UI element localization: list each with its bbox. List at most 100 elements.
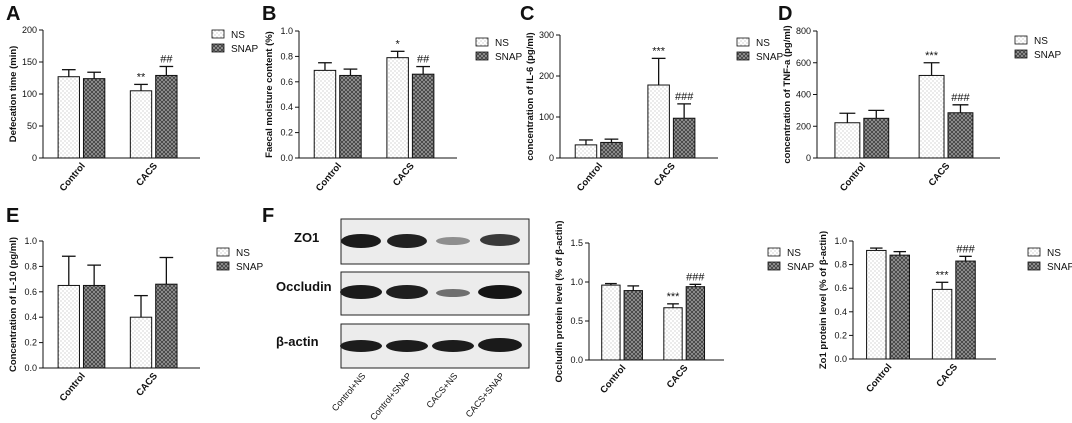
significance-mark: ** xyxy=(137,71,146,83)
legend-swatch-ns xyxy=(1027,247,1041,257)
y-axis-label: concentration of TNF-a (pg/ml) xyxy=(782,25,793,163)
significance-mark: * xyxy=(396,38,401,50)
legend-swatch-snap xyxy=(1027,261,1041,271)
y-axis-label: Concentration of IL-10 (pg/ml) xyxy=(8,237,19,372)
y-tick-label: 0.2 xyxy=(834,330,847,340)
y-tick-label: 200 xyxy=(796,121,811,131)
legend-swatch-ns xyxy=(1014,35,1028,45)
legend-swatch-snap xyxy=(216,261,230,271)
legend-swatch-ns xyxy=(736,37,750,47)
y-tick-label: 1.0 xyxy=(280,26,293,36)
panel-label-e: E xyxy=(6,205,19,227)
legend-swatch-ns xyxy=(211,29,225,39)
legend-label-snap: SNAP xyxy=(1047,262,1072,273)
bar-snap-cacs xyxy=(685,286,706,361)
y-axis-label: Defecation time (min) xyxy=(8,46,19,143)
bar-ns-control xyxy=(57,76,80,159)
panel-label-d: D xyxy=(778,3,792,25)
y-tick-label: 0 xyxy=(549,153,554,163)
panel-label-a: A xyxy=(6,3,20,25)
bar-ns-cacs xyxy=(918,74,945,159)
significance-mark: ### xyxy=(675,91,694,103)
bar-charts: 0 50 100 150 200 Defecation time (min) Control… xyxy=(8,25,1072,404)
western-blot: ZO1 Occludin β-actin Control+NS Control+… xyxy=(276,218,530,422)
chart-f-zo1: 0.0 0.2 0.4 0.6 0.8 1.0 Zo1 protein level (% o… xyxy=(818,231,1072,395)
y-tick-label: 50 xyxy=(27,121,37,131)
blot-strip-occludin xyxy=(340,271,530,316)
bar-snap-cacs xyxy=(947,112,974,159)
y-tick-label: 0 xyxy=(32,153,37,163)
y-axis-label: concentration of IL-6 (pg/ml) xyxy=(525,32,536,160)
legend-label-snap: SNAP xyxy=(231,44,259,55)
bar-snap-control xyxy=(82,284,106,369)
panel-label-c: C xyxy=(520,3,534,25)
y-tick-label: 0.6 xyxy=(24,287,37,297)
y-tick-label: 1.5 xyxy=(570,238,583,248)
legend-label-ns: NS xyxy=(495,38,509,49)
x-category-label: CACS xyxy=(652,161,678,189)
x-category-label: Control xyxy=(864,362,894,395)
legend-label-ns: NS xyxy=(787,248,801,259)
legend-label-ns: NS xyxy=(1047,248,1061,259)
bar-snap-cacs xyxy=(155,74,178,159)
x-category-label: CACS xyxy=(934,362,960,390)
legend-swatch-snap xyxy=(1014,49,1028,59)
blot-lane-1: Control+NS xyxy=(330,371,368,413)
bar-snap-control xyxy=(623,290,643,361)
y-tick-label: 0 xyxy=(806,153,811,163)
panel-label-b: B xyxy=(262,3,276,25)
legend-label-ns: NS xyxy=(1034,36,1048,47)
y-tick-label: 0.4 xyxy=(834,307,847,317)
legend-label-snap: SNAP xyxy=(1034,50,1062,61)
y-tick-label: 0.2 xyxy=(280,128,293,138)
x-category-label: Control xyxy=(58,371,88,404)
y-tick-label: 150 xyxy=(22,57,37,67)
bar-ns-control xyxy=(313,69,337,159)
y-axis-label: Zo1 protein level (% of β-actin) xyxy=(818,231,829,369)
significance-mark: *** xyxy=(925,50,939,62)
blot-lane-2: Control+SNAP xyxy=(368,371,413,422)
x-category-label: CACS xyxy=(134,161,160,189)
legend-label-snap: SNAP xyxy=(756,52,784,63)
chart-b: 0.0 0.2 0.4 0.6 0.8 1.0 Faecal moisture conten… xyxy=(264,26,523,194)
legend-label-ns: NS xyxy=(231,30,245,41)
y-tick-label: 0.4 xyxy=(24,312,37,322)
blot-strip-beta-actin xyxy=(340,323,530,369)
blot-label-occludin: Occludin xyxy=(276,279,332,294)
blot-lane-3: CACS+NS xyxy=(424,371,459,410)
y-tick-label: 0.8 xyxy=(24,261,37,271)
legend-label-ns: NS xyxy=(756,38,770,49)
legend-swatch-snap xyxy=(767,261,781,271)
bar-ns-cacs xyxy=(129,316,153,369)
significance-mark: *** xyxy=(936,269,950,281)
legend-label-ns: NS xyxy=(236,248,250,259)
y-axis-label: Occludin protein level (% of β-actin) xyxy=(554,220,565,382)
x-category-label: Control xyxy=(838,161,868,194)
bar-ns-control xyxy=(601,284,621,361)
legend-label-snap: SNAP xyxy=(787,262,815,273)
significance-mark: ## xyxy=(160,53,173,65)
significance-mark: ### xyxy=(956,243,975,255)
bar-snap-control xyxy=(889,254,910,360)
y-tick-label: 0.8 xyxy=(280,51,293,61)
y-tick-label: 0.5 xyxy=(570,316,583,326)
bar-ns-control xyxy=(866,249,887,360)
bar-ns-control xyxy=(834,122,861,159)
legend-swatch-ns xyxy=(767,247,781,257)
significance-mark: *** xyxy=(667,291,681,303)
bar-snap-control xyxy=(82,78,106,159)
y-tick-label: 0.0 xyxy=(24,363,37,373)
x-category-label: CACS xyxy=(927,161,953,189)
y-tick-label: 0.4 xyxy=(280,102,293,112)
y-tick-label: 600 xyxy=(796,58,811,68)
significance-mark: ### xyxy=(686,271,705,283)
x-category-label: CACS xyxy=(391,161,417,189)
bar-snap-cacs xyxy=(672,117,696,159)
panel-label-f: F xyxy=(262,205,274,227)
y-tick-label: 0.2 xyxy=(24,338,37,348)
significance-mark: ### xyxy=(951,92,970,104)
y-tick-label: 200 xyxy=(539,71,554,81)
